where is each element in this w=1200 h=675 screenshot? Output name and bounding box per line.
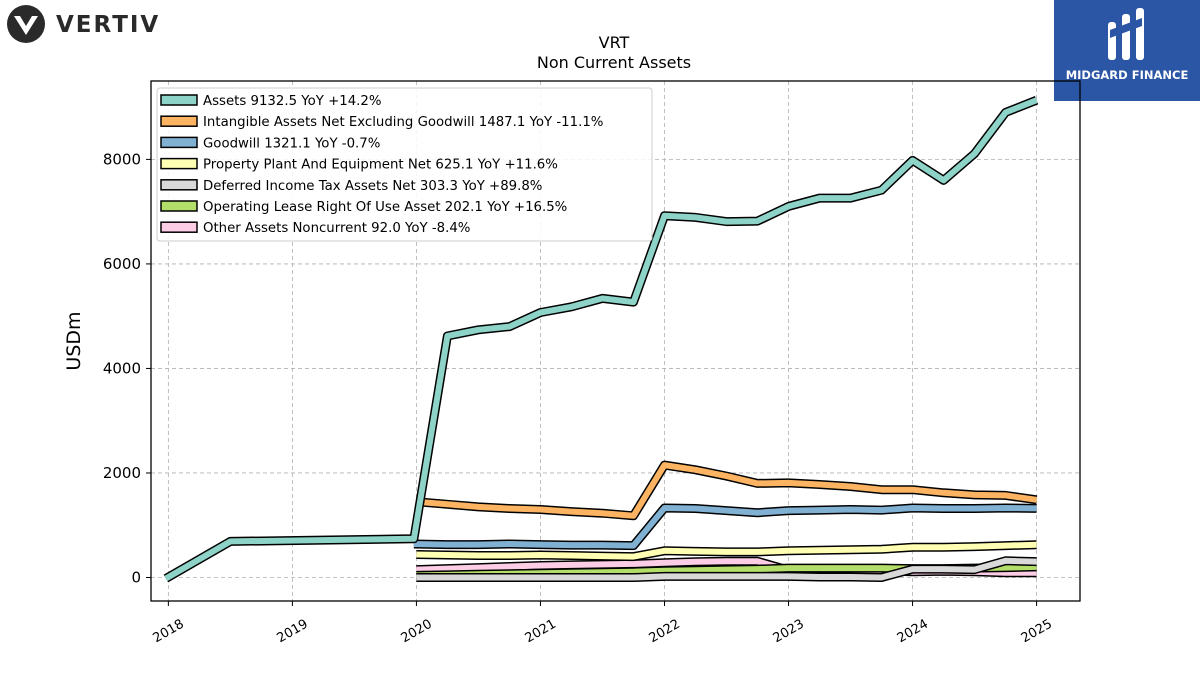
vertiv-mark-icon [7, 5, 45, 43]
legend-entry: Property Plant And Equipment Net 625.1 Y… [160, 157, 558, 173]
legend-entry: Intangible Assets Net Excluding Goodwill… [160, 115, 603, 130]
chart-title: VRT [599, 33, 630, 52]
series-line [416, 462, 1038, 519]
legend-entry: Assets 9132.5 YoY +14.2% [160, 94, 381, 109]
legend-swatch [160, 115, 198, 127]
y-tick-label: 6000 [103, 255, 141, 273]
legend-label: Deferred Income Tax Assets Net 303.3 YoY… [203, 179, 542, 194]
plot-frame [150, 80, 1081, 602]
legend-label: Other Assets Noncurrent 92.0 YoY -8.4% [203, 221, 470, 236]
series-line [416, 557, 1037, 581]
x-tick-label: 2021 [523, 617, 559, 647]
x-tick-label: 2020 [399, 617, 435, 647]
vertiv-logo-text: VERTIV [56, 12, 161, 38]
midgard-finance-logo: MIDGARD FINANCE [1054, 0, 1200, 101]
y-tick-label: 2000 [103, 464, 141, 482]
x-tick-label: 2018 [151, 617, 187, 647]
chart-subtitle: Non Current Assets [537, 53, 691, 72]
legend-swatch [160, 179, 198, 191]
series-assets [163, 96, 1039, 583]
series-line [413, 505, 1037, 549]
midgard-mark-icon [1108, 8, 1144, 60]
series-outline [413, 503, 1037, 551]
legend-entry: Operating Lease Right Of Use Asset 202.1… [160, 200, 567, 215]
legend-swatch [160, 136, 198, 149]
legend-swatch [160, 94, 198, 106]
legend-label: Assets 9132.5 YoY +14.2% [203, 94, 381, 109]
x-tick-label: 2023 [771, 617, 807, 647]
legend-entry: Deferred Income Tax Assets Net 303.3 YoY… [160, 179, 542, 194]
y-axis-label: USDm [63, 311, 85, 370]
series-line [164, 97, 1038, 582]
y-tick-label: 8000 [103, 150, 141, 168]
series-property-plant-and-equipment-net [416, 540, 1037, 562]
x-tick-label: 2022 [647, 617, 683, 647]
x-tick-label: 2019 [275, 617, 311, 647]
midgard-logo-text: MIDGARD FINANCE [1065, 68, 1189, 82]
legend-label: Intangible Assets Net Excluding Goodwill… [203, 115, 603, 130]
legend-label: Operating Lease Right Of Use Asset 202.1… [203, 200, 567, 215]
legend-entry: Other Assets Noncurrent 92.0 YoY -8.4% [160, 221, 470, 236]
legend-label: Goodwill 1321.1 YoY -0.7% [203, 136, 380, 151]
series-line [416, 541, 1037, 560]
vertiv-logo: VERTIV [6, 4, 166, 44]
legend-swatch [160, 200, 198, 212]
x-tick-label: 2024 [895, 617, 931, 647]
legend-swatch [160, 221, 198, 233]
y-tick-label: 4000 [103, 359, 141, 377]
x-tick-label: 2025 [1019, 617, 1055, 647]
series-goodwill [413, 503, 1037, 551]
series-intangible-assets-net-excluding-goodwill [416, 460, 1038, 521]
legend-swatch [160, 157, 198, 170]
y-tick-label: 0 [131, 568, 141, 586]
series-deferred-income-tax-assets-net [416, 556, 1037, 582]
legend-box [156, 87, 653, 242]
legend-label: Property Plant And Equipment Net 625.1 Y… [203, 158, 558, 173]
legend-entry: Goodwill 1321.1 YoY -0.7% [160, 136, 380, 151]
